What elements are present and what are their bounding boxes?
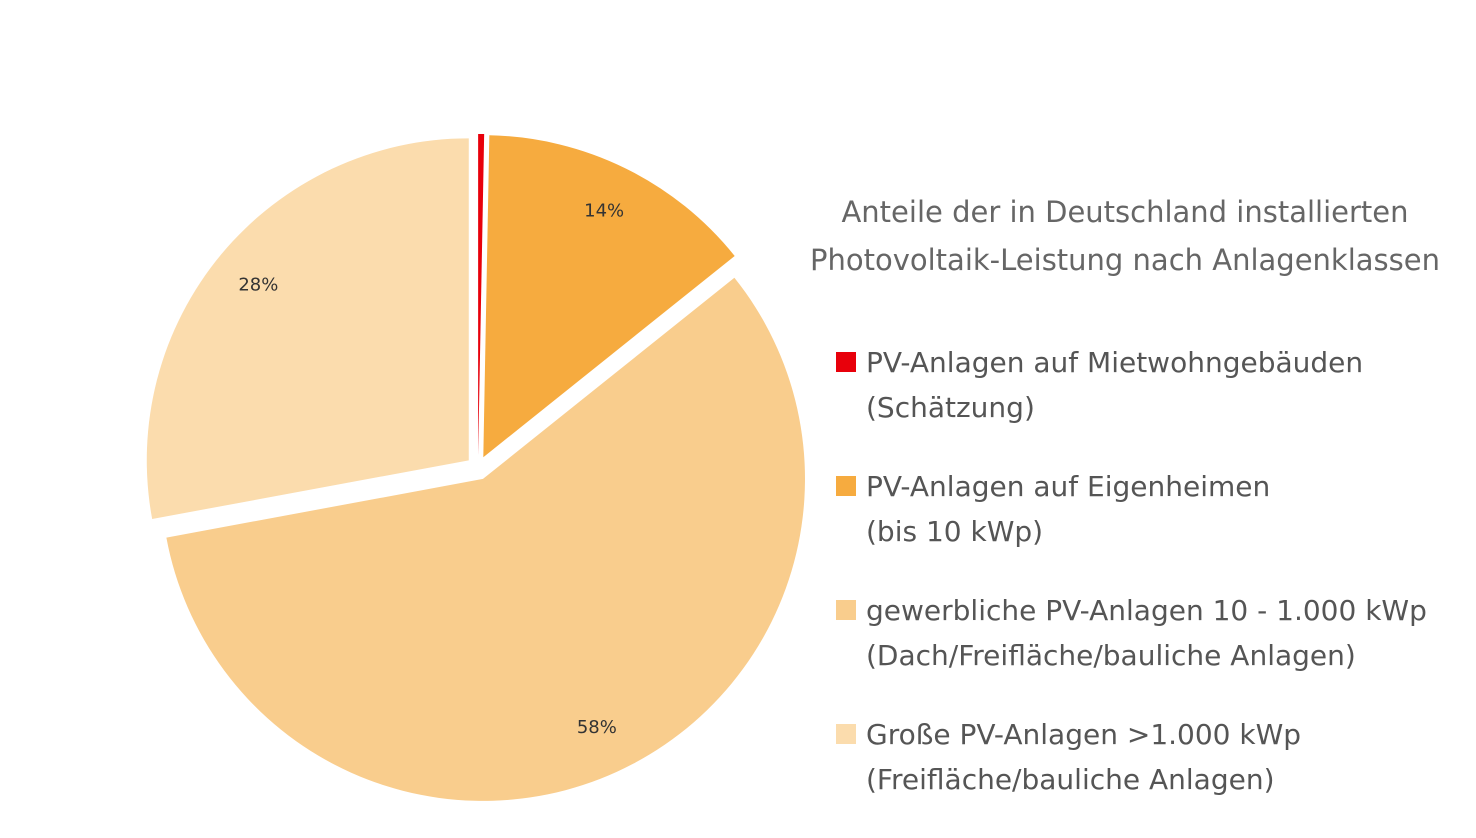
- legend-item: gewerbliche PV-Anlagen 10 - 1.000 kWp (D…: [836, 588, 1427, 712]
- legend-swatch: [836, 352, 856, 372]
- legend: PV-Anlagen auf Mietwohngebäuden (Schätzu…: [836, 340, 1427, 836]
- page: {"chart_data": {"type": "pie", "title": …: [0, 0, 1476, 838]
- pie-slice: [478, 134, 484, 456]
- value-label: 28%: [238, 274, 278, 295]
- pie-slice: [147, 138, 469, 519]
- chart-title: Anteile der in Deutschland installierten…: [770, 188, 1476, 284]
- legend-swatch: [836, 724, 856, 744]
- legend-item: PV-Anlagen auf Eigenheimen (bis 10 kWp): [836, 464, 1427, 588]
- value-label: 58%: [577, 717, 617, 738]
- legend-item: Große PV-Anlagen >1.000 kWp (Freifläche/…: [836, 712, 1427, 836]
- legend-label: PV-Anlagen auf Eigenheimen (bis 10 kWp): [866, 470, 1270, 548]
- legend-swatch: [836, 600, 856, 620]
- legend-label: Große PV-Anlagen >1.000 kWp (Freifläche/…: [866, 718, 1301, 796]
- legend-swatch: [836, 476, 856, 496]
- legend-item: PV-Anlagen auf Mietwohngebäuden (Schätzu…: [836, 340, 1427, 464]
- legend-label: gewerbliche PV-Anlagen 10 - 1.000 kWp (D…: [866, 594, 1427, 672]
- value-label: 14%: [584, 201, 624, 222]
- legend-label: PV-Anlagen auf Mietwohngebäuden (Schätzu…: [866, 346, 1363, 424]
